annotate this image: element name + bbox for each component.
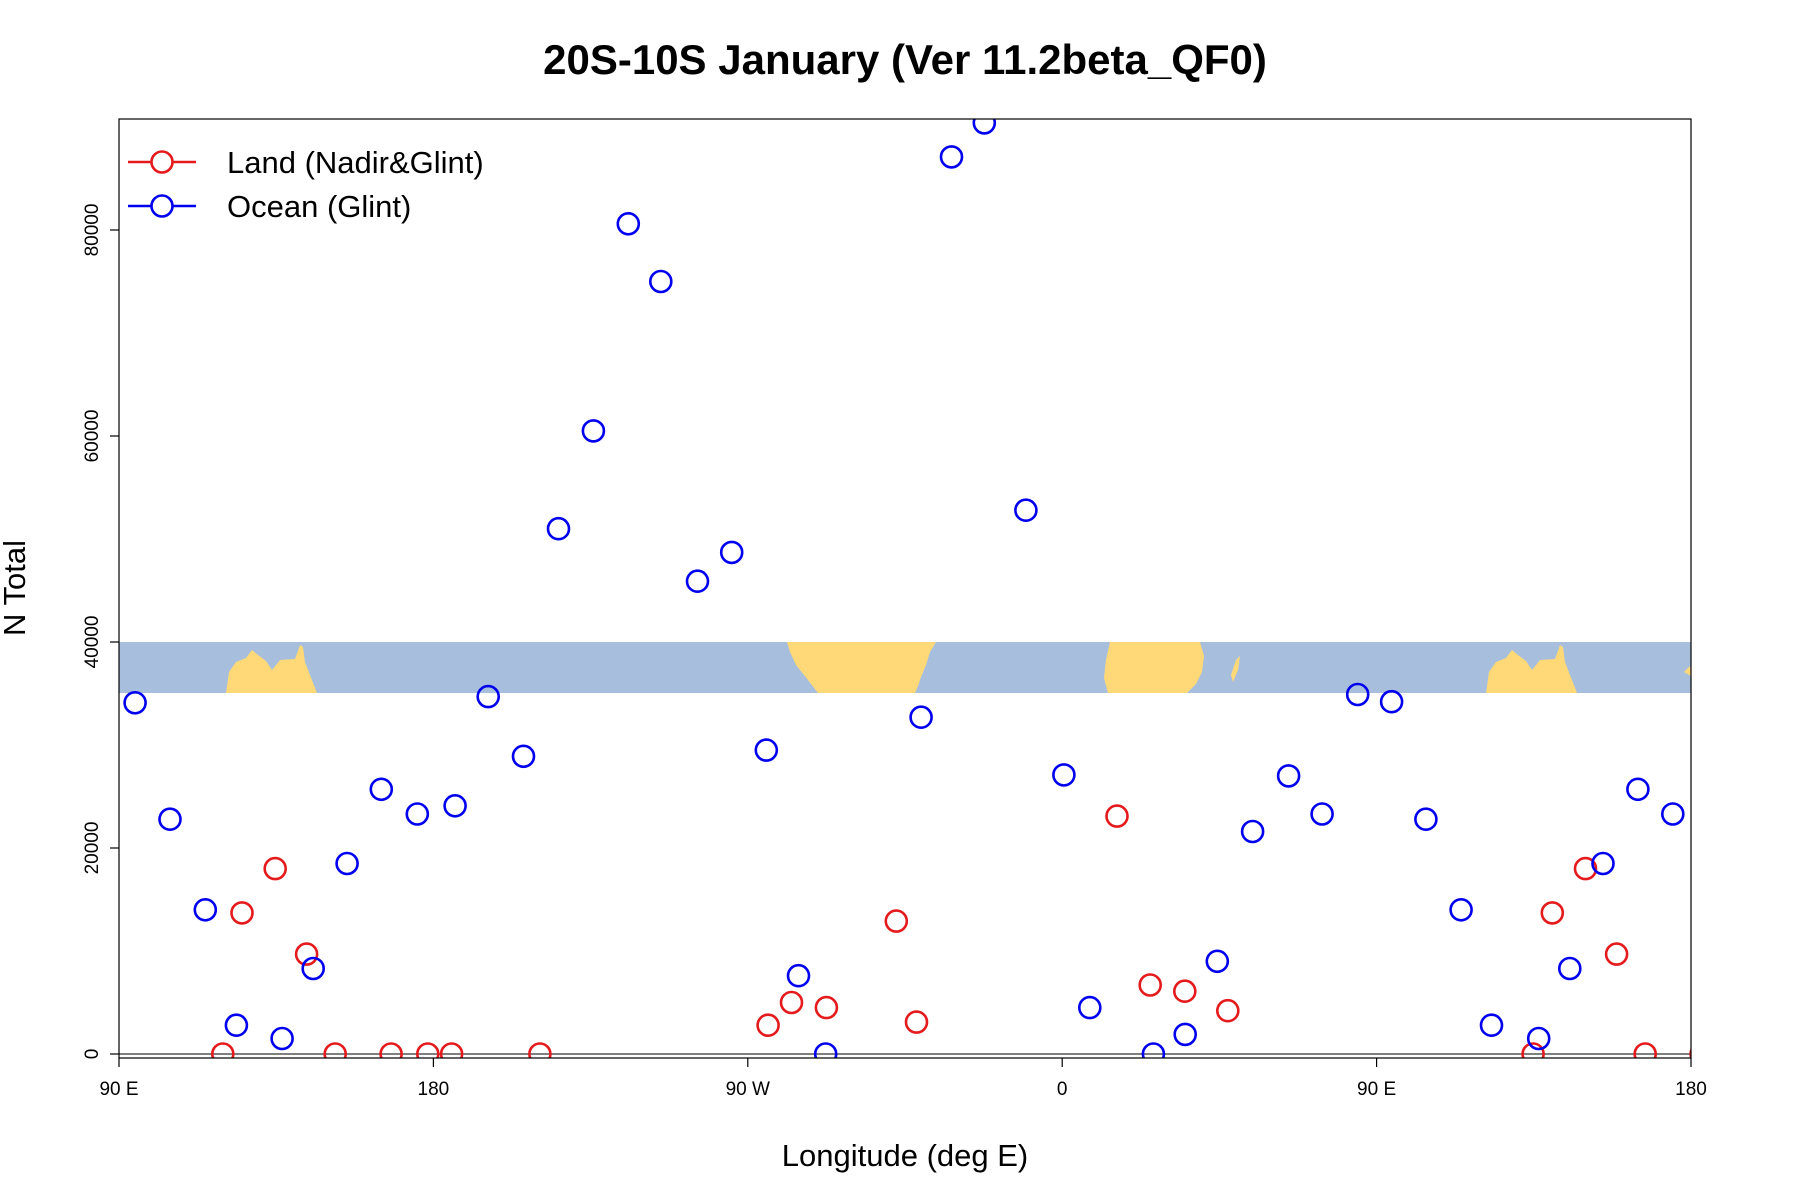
ocean-point-28: [1173, 1022, 1197, 1047]
ocean-point-33: [1345, 682, 1370, 707]
x-axis-label: Longitude (deg E): [782, 1138, 1028, 1173]
ocean-point-32: [1310, 802, 1334, 826]
ocean-point-30: [1240, 819, 1265, 844]
land-point-13: [904, 1010, 929, 1034]
ocean-point-11: [511, 744, 536, 769]
ocean-point-19: [786, 963, 811, 988]
map-land-madagascar: [1231, 656, 1240, 682]
x-tick-label-0: 90 E: [99, 1079, 138, 1100]
land-point-15: [1138, 973, 1162, 997]
ocean-point-27: [1141, 1042, 1166, 1058]
legend-marker-1: [150, 194, 174, 218]
x-tick-label-2: 90 W: [726, 1079, 770, 1100]
land-point-20: [1573, 856, 1598, 881]
map-land-australia-right: [1486, 645, 1577, 693]
y-tick-label-2: 40000: [82, 616, 103, 669]
x-tick-label-3: 0: [1057, 1079, 1068, 1100]
ocean-point-13: [581, 419, 606, 443]
land-point-16: [1173, 979, 1197, 1004]
land-point-19: [1540, 901, 1565, 925]
ocean-point-2: [193, 897, 218, 922]
land-point-9: [756, 1013, 780, 1037]
ocean-point-17: [719, 540, 744, 565]
ocean-point-5: [301, 956, 326, 981]
x-tick-label-1: 180: [418, 1079, 450, 1100]
land-point-8: [528, 1042, 552, 1058]
ocean-point-34: [1379, 689, 1404, 714]
y-tick-label-0: 0: [82, 1049, 103, 1060]
map-band: [119, 642, 1691, 693]
land-point-12: [884, 909, 909, 933]
land-point-11: [814, 995, 839, 1020]
legend-marker-0: [150, 150, 174, 174]
ocean-point-16: [685, 569, 710, 594]
land-point-6: [416, 1042, 440, 1058]
y-axis-label: N Total: [0, 540, 32, 636]
ocean-point-23: [972, 119, 997, 135]
land-point-2: [263, 856, 288, 881]
land-point-10: [779, 990, 804, 1015]
ocean-point-42: [1661, 802, 1685, 826]
ocean-point-9: [443, 793, 467, 818]
ocean-point-26: [1078, 995, 1102, 1020]
land-point-24: [1727, 1044, 1748, 1065]
ocean-point-41: [1626, 777, 1650, 802]
land-point-23: [1689, 1047, 1691, 1058]
ocean-point-1: [158, 807, 182, 832]
land-point-17: [1216, 998, 1240, 1023]
ocean-point-10: [476, 684, 501, 709]
legend: Land (Nadir&Glint) Ocean (Glint): [128, 145, 484, 224]
ocean-point-40: [1591, 851, 1615, 876]
y-tick-label-3: 60000: [82, 410, 103, 463]
land-point-1: [230, 901, 254, 925]
map-land-australia-left: [226, 645, 317, 693]
ocean-point-36: [1449, 897, 1473, 922]
ocean-point-35: [1414, 807, 1438, 832]
map-land-south-america: [787, 642, 936, 693]
ocean-point-7: [369, 777, 394, 802]
land-point-5: [379, 1042, 403, 1058]
y-tick-label-1: 20000: [82, 822, 103, 875]
ocean-point-8: [405, 802, 430, 826]
plot-frame: [118, 118, 1692, 1059]
land-point-18: [1521, 1042, 1545, 1058]
ocean-point-20: [813, 1042, 838, 1058]
ocean-point-22: [939, 145, 964, 169]
legend-label-1: Ocean (Glint): [227, 189, 411, 224]
ocean-point-31: [1276, 764, 1301, 788]
chart-title: 20S-10S January (Ver 11.2beta_QF0): [543, 36, 1267, 83]
land-point-0: [211, 1042, 235, 1058]
land-point-4: [323, 1042, 347, 1058]
ocean-point-12: [546, 516, 571, 541]
land-point-7: [439, 1042, 464, 1058]
ocean-point-29: [1205, 949, 1230, 974]
ocean-point-3: [224, 1013, 249, 1037]
legend-label-0: Land (Nadir&Glint): [227, 145, 484, 180]
land-point-22: [1633, 1042, 1657, 1058]
ocean-point-24: [1014, 498, 1038, 523]
land-point-21: [1604, 942, 1629, 966]
data-points: [123, 119, 1748, 1065]
ocean-point-21: [909, 705, 933, 730]
x-tick-label-5: 180: [1675, 1079, 1707, 1100]
x-axis: 90 E 180 90 W 0 90 E 180: [99, 1058, 1707, 1100]
ocean-point-0: [123, 690, 147, 715]
x-tick-label-4: 90 E: [1357, 1079, 1396, 1100]
ocean-point-15: [648, 269, 673, 294]
ocean-point-38: [1526, 1026, 1551, 1051]
map-land-africa: [1104, 642, 1204, 693]
ocean-point-18: [754, 738, 779, 762]
y-axis: 0 20000 40000 60000 80000: [82, 204, 119, 1060]
ocean-point-39: [1558, 956, 1582, 981]
ocean-point-37: [1479, 1013, 1504, 1037]
ocean-point-6: [335, 851, 359, 876]
ocean-point-14: [616, 212, 641, 236]
ocean-point-4: [270, 1026, 294, 1051]
map-land-islands-east: [1684, 666, 1691, 676]
land-point-14: [1105, 804, 1129, 828]
y-tick-label-4: 80000: [82, 204, 103, 257]
ocean-point-25: [1052, 763, 1076, 787]
land-point-3: [294, 942, 319, 966]
